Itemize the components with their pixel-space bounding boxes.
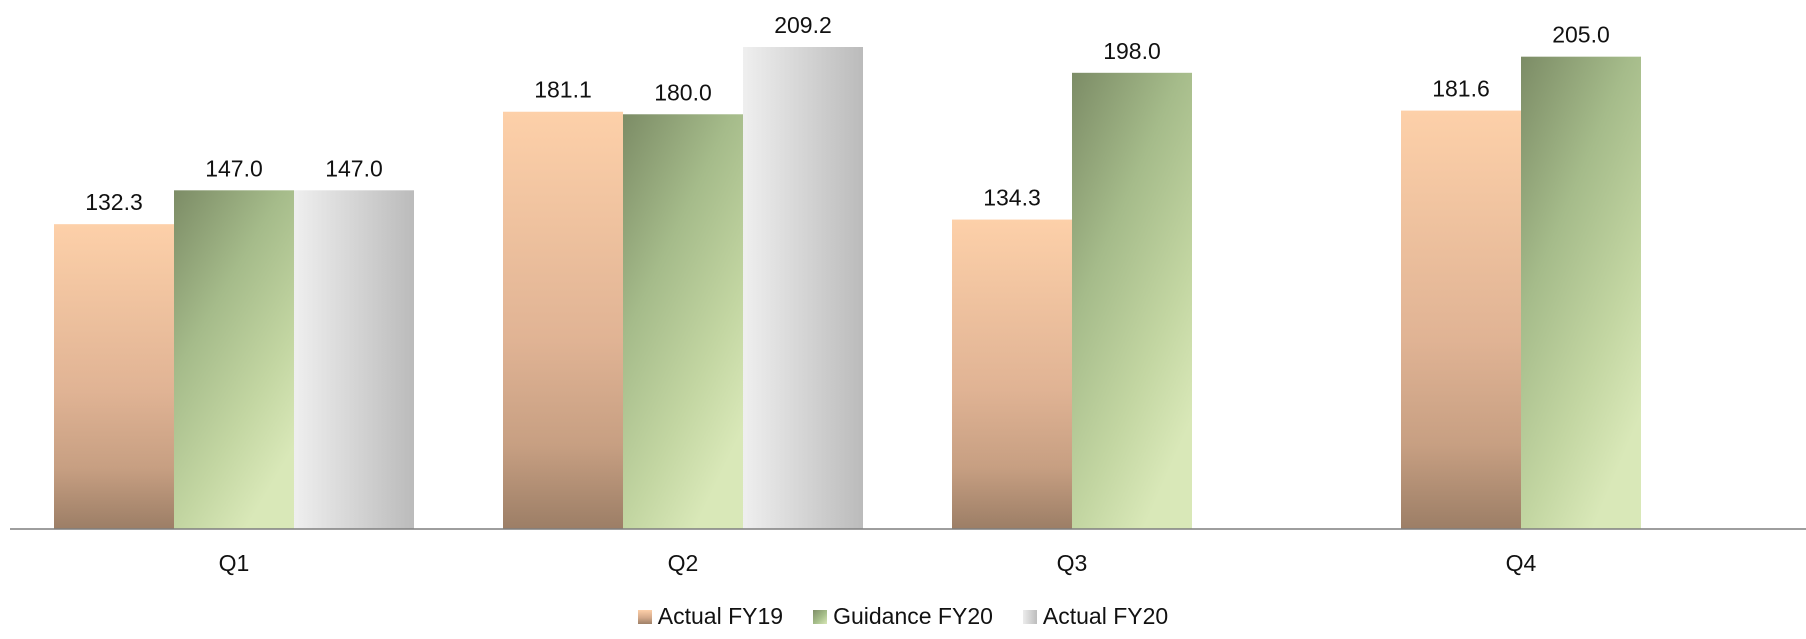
data-label: 147.0 bbox=[205, 155, 263, 181]
bar-actual-fy20-q2 bbox=[743, 47, 863, 529]
x-tick-label-q2: Q2 bbox=[668, 550, 699, 576]
labels-layer: 132.3 147.0 147.0 Q1 181.1 180.0 209.2 Q2 134.3 1… bbox=[85, 12, 1610, 576]
x-tick-label-q4: Q4 bbox=[1506, 550, 1537, 576]
legend-swatch bbox=[1022, 609, 1037, 624]
data-label: 198.0 bbox=[1103, 38, 1161, 64]
x-tick-label-q3: Q3 bbox=[1057, 550, 1088, 576]
bar-actual-fy19-q4 bbox=[1401, 110, 1521, 529]
bar-guidance-fy20-q2 bbox=[623, 114, 743, 529]
bar-actual-fy19-q1 bbox=[54, 224, 174, 529]
legend-swatch bbox=[637, 609, 652, 624]
data-label: 209.2 bbox=[774, 12, 832, 38]
data-label: 134.3 bbox=[983, 185, 1041, 211]
bar-guidance-fy20-q4 bbox=[1521, 56, 1641, 529]
bar-guidance-fy20-q1 bbox=[174, 190, 294, 529]
bars-layer bbox=[54, 47, 1641, 530]
bar-actual-fy19-q3 bbox=[952, 219, 1072, 529]
data-label: 132.3 bbox=[85, 189, 143, 215]
data-label: 181.1 bbox=[534, 77, 592, 103]
legend-item-actual-fy20: Actual FY20 bbox=[1022, 603, 1169, 630]
legend: Actual FY19 Guidance FY20 Actual FY20 bbox=[0, 603, 1806, 630]
bar-actual-fy20-q1 bbox=[294, 190, 414, 529]
legend-label: Actual FY20 bbox=[1042, 603, 1169, 629]
data-label: 180.0 bbox=[654, 79, 712, 105]
bar-guidance-fy20-q3 bbox=[1072, 72, 1192, 530]
data-label: 181.6 bbox=[1432, 76, 1490, 102]
x-tick-label-q1: Q1 bbox=[219, 550, 250, 576]
legend-swatch bbox=[813, 609, 828, 624]
data-label: 147.0 bbox=[325, 155, 383, 181]
legend-item-guidance-fy20: Guidance FY20 bbox=[813, 603, 993, 630]
legend-item-actual-fy19: Actual FY19 bbox=[637, 603, 784, 630]
legend-label: Actual FY19 bbox=[657, 603, 784, 629]
data-label: 205.0 bbox=[1552, 22, 1610, 48]
legend-label: Guidance FY20 bbox=[833, 603, 993, 629]
bar-actual-fy19-q2 bbox=[503, 111, 623, 529]
